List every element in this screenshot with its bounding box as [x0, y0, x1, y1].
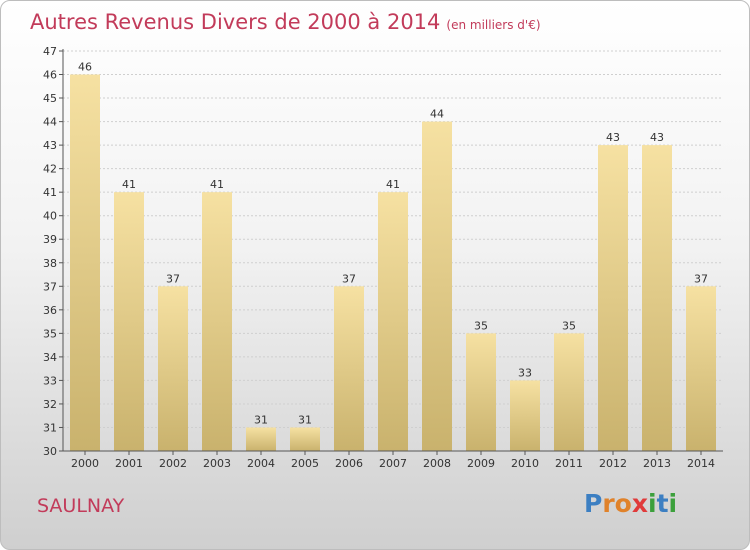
y-tick-label: 43: [43, 139, 57, 152]
y-tick-label: 37: [43, 280, 57, 293]
y-tick-label: 41: [43, 186, 57, 199]
y-tick-label: 39: [43, 233, 57, 246]
proxiti-logo: Proxiti: [584, 489, 677, 518]
bar-value-label: 33: [518, 366, 532, 379]
bar-value-label: 37: [166, 272, 180, 285]
x-tick-label: 2010: [511, 457, 539, 470]
logo-letter: i: [668, 489, 678, 518]
y-tick-label: 32: [43, 398, 57, 411]
y-tick-label: 46: [43, 69, 57, 82]
bar: [334, 286, 364, 451]
bar-value-label: 31: [298, 413, 312, 426]
bar: [554, 333, 584, 451]
x-tick-label: 2002: [159, 457, 187, 470]
x-tick-label: 2011: [555, 457, 583, 470]
logo-letter: x: [631, 489, 648, 518]
y-tick-label: 30: [43, 445, 57, 458]
x-tick-label: 2000: [71, 457, 99, 470]
bar-value-label: 41: [210, 178, 224, 191]
x-tick-label: 2003: [203, 457, 231, 470]
bar: [114, 192, 144, 452]
bar: [158, 286, 188, 451]
logo-letter: t: [656, 489, 669, 518]
x-axis: 2000 2001 2002 2003 2004 2005 2006 2007 2008 2009…: [63, 450, 723, 470]
bar: [466, 333, 496, 451]
logo-letter: P: [584, 489, 603, 518]
bar-value-label: 31: [254, 413, 268, 426]
bar-value-label: 43: [650, 131, 664, 144]
bar-value-label: 37: [694, 272, 708, 285]
y-tick-label: 36: [43, 304, 57, 317]
y-tick-label: 45: [43, 92, 57, 105]
location-label: SAULNAY: [37, 495, 125, 517]
x-tick-label: 2014: [687, 457, 715, 470]
y-tick-label: 35: [43, 327, 57, 340]
x-tick-label: 2006: [335, 457, 363, 470]
bar: [70, 74, 100, 451]
bar: [510, 380, 540, 451]
x-tick-label: 2008: [423, 457, 451, 470]
bar-value-label: 35: [562, 319, 576, 332]
y-tick-label: 34: [43, 351, 57, 364]
y-tick-label: 42: [43, 163, 57, 176]
x-tick-label: 2005: [291, 457, 319, 470]
bar: [642, 145, 672, 451]
chart-title: Autres Revenus Divers de 2000 à 2014 (en …: [30, 10, 541, 34]
bar-value-label: 35: [474, 319, 488, 332]
bar-value-label: 44: [430, 108, 444, 121]
bar-value-label: 41: [386, 178, 400, 191]
x-tick-label: 2007: [379, 457, 407, 470]
bar: [378, 192, 408, 452]
y-tick-label: 44: [43, 116, 57, 129]
y-tick-label: 47: [43, 45, 57, 58]
bar: [290, 427, 320, 451]
bar: [686, 286, 716, 451]
bar-value-label: 37: [342, 272, 356, 285]
y-tick-label: 31: [43, 421, 57, 434]
x-tick-label: 2013: [643, 457, 671, 470]
chart-subtitle: (en milliers d'€): [446, 18, 541, 32]
bar: [246, 427, 276, 451]
y-tick-label: 33: [43, 374, 57, 387]
bar: [598, 145, 628, 451]
bar: [422, 121, 452, 452]
x-tick-label: 2004: [247, 457, 275, 470]
bar-value-label: 41: [122, 178, 136, 191]
bars: 46 41 37 41 31 31 37 41 44 35 33 35 43 43 37: [70, 61, 716, 452]
bar-value-label: 46: [78, 61, 92, 74]
chart-title-text: Autres Revenus Divers de 2000 à 2014: [30, 10, 441, 34]
y-tick-label: 40: [43, 210, 57, 223]
x-tick-label: 2001: [115, 457, 143, 470]
logo-letter: o: [614, 489, 632, 518]
logo-letter: i: [648, 489, 657, 518]
y-axis: 30 31 32 33 34 35 36 37 38 39 40 41 42 43 44 45 46 47: [43, 45, 64, 458]
y-tick-label: 38: [43, 257, 57, 270]
x-tick-label: 2009: [467, 457, 495, 470]
x-tick-label: 2012: [599, 457, 627, 470]
bar: [202, 192, 232, 452]
bar-value-label: 43: [606, 131, 620, 144]
logo-letter: r: [602, 489, 615, 518]
